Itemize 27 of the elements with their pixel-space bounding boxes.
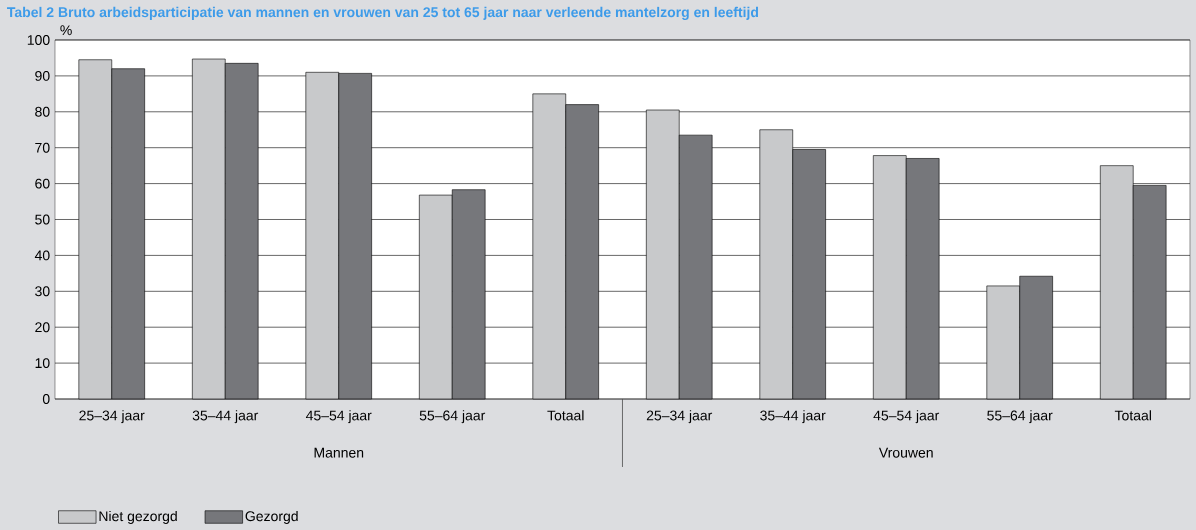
x-tick-label: 55–64 jaar [987,410,1053,424]
y-tick-label: 90 [35,70,50,81]
x-tick-label: Totaal [1114,410,1151,421]
text: Vrouwen [878,447,933,458]
x-tick-label: 35–44 jaar [760,410,826,424]
y-tick-label: 20 [35,322,50,333]
x-tick-label: 35–44 jaar [192,410,259,424]
text: Mannen [314,447,364,458]
legend-label: Gezorgd [245,510,298,524]
y-tick-label: 10 [35,358,50,369]
y-axis-title: % [60,25,72,36]
y-tick-label: 30 [35,286,50,297]
y-tick-label: 80 [35,106,50,117]
legend-label: Niet gezorgd [99,510,177,524]
y-tick-label: 40 [34,250,50,261]
x-tick-label: 45–54 jaar [305,410,372,424]
y-tick-label: 70 [35,142,50,153]
x-tick-label: 25–34 jaar [646,410,713,424]
y-tick-label: 100 [27,35,50,45]
y-tick-label: 0 [42,394,50,404]
x-tick-label: 55–64 jaar [419,410,486,424]
x-tick-label: 25–34 jaar [79,410,145,424]
y-tick-label: 60 [35,178,50,189]
y-tick-label: 50 [35,214,50,225]
chart-title: Tabel 2 Bruto arbeidsparticipatie van mannen en vrouwen van 25 tot 65 jaar naar verleende mantelzorg en leeftijd [7,6,758,20]
x-tick-label: Totaal [547,410,584,421]
x-tick-label: 45–54 jaar [873,410,940,424]
